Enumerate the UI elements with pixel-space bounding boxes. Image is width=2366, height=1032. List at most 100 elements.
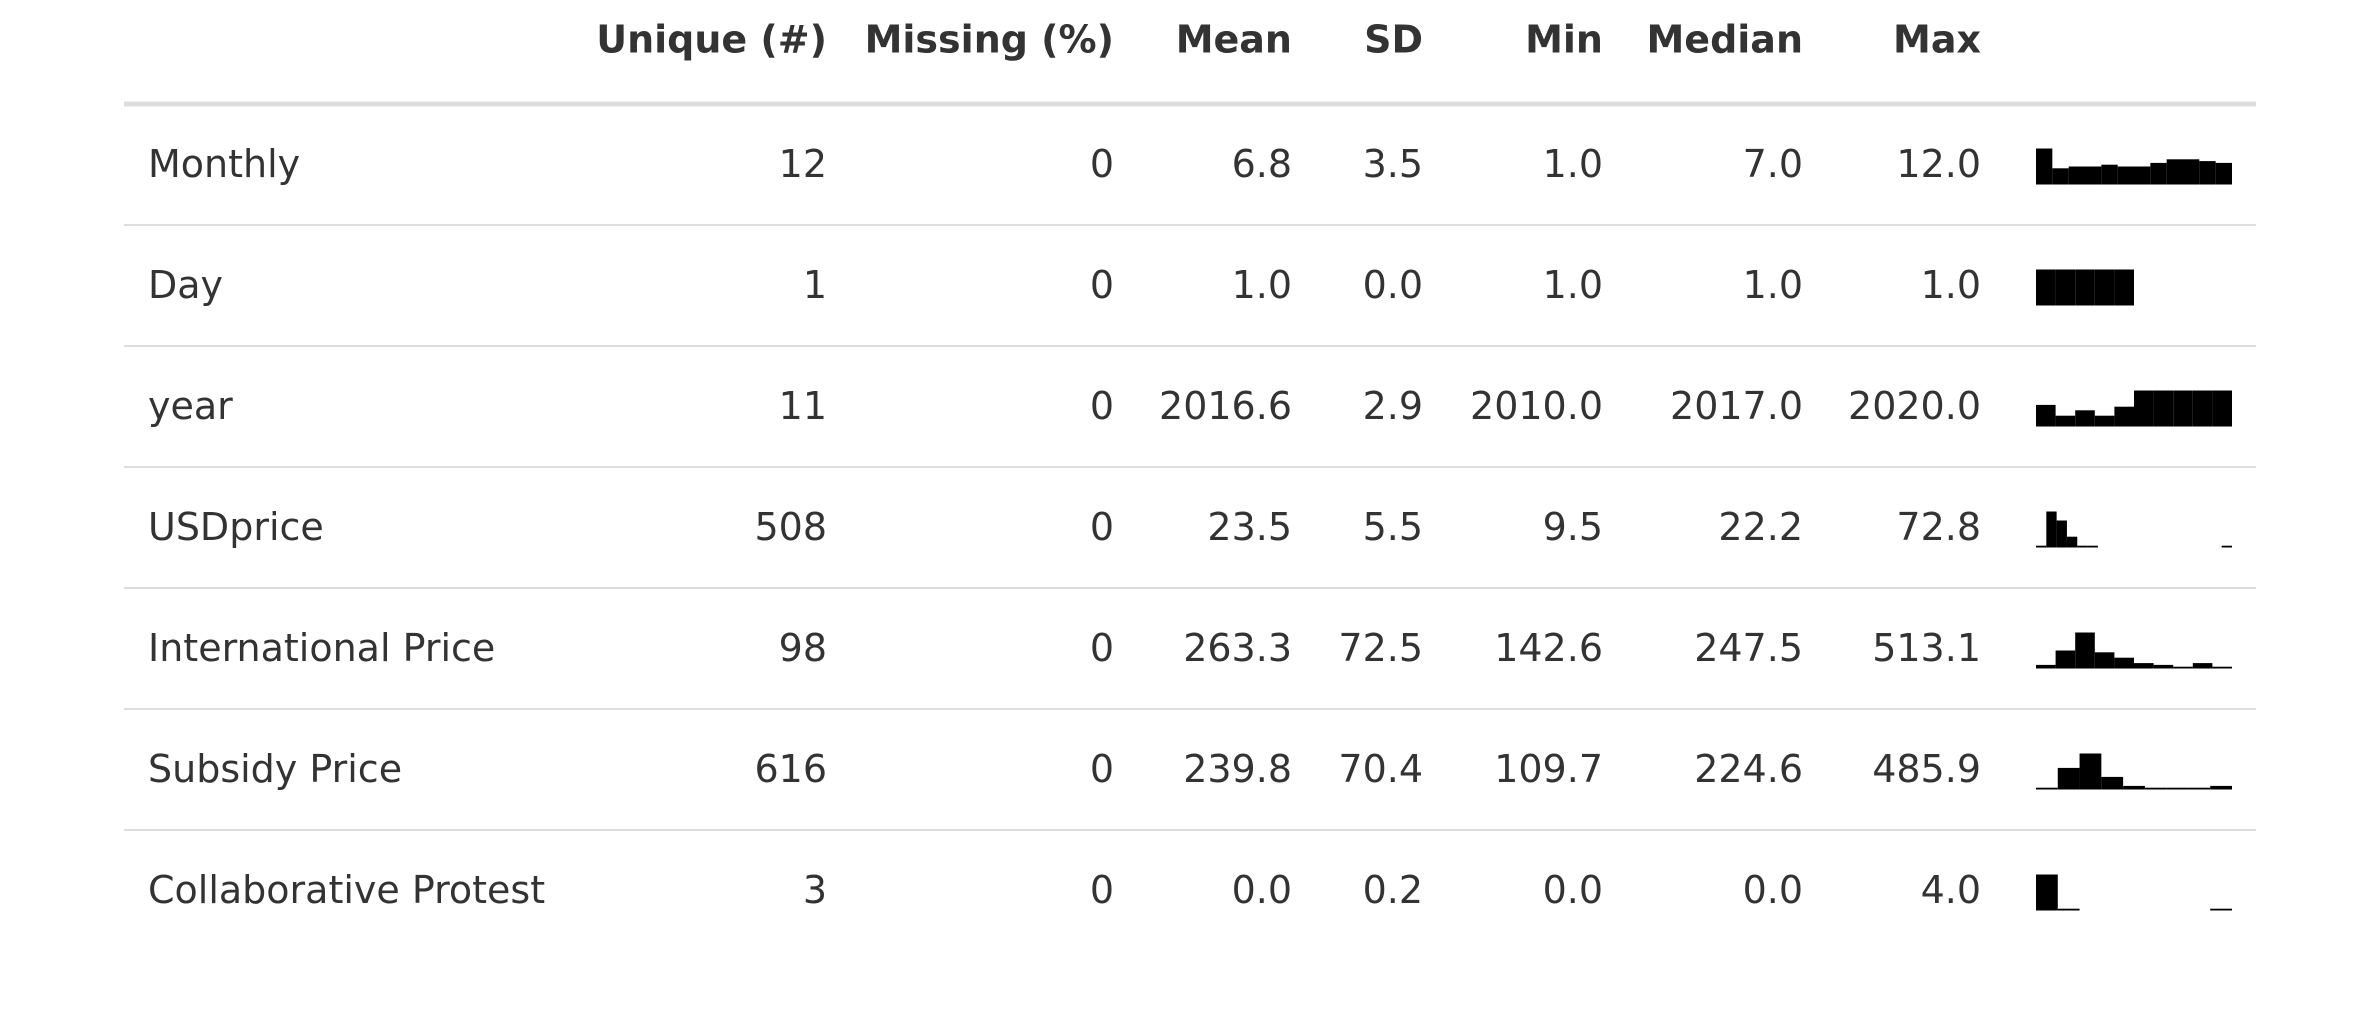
cell: 263.3 [1183,626,1292,670]
histogram-bar [2188,787,2211,790]
histogram-bar [2055,650,2076,669]
column-header: Max [1893,18,1981,62]
histogram-bar [2075,269,2095,306]
histogram-bar [2101,164,2118,185]
cell: 6.8 [1232,142,1292,186]
cell: 0 [1090,263,1114,307]
column-header: Unique (#) [596,18,827,62]
cell: 224.6 [1694,747,1803,791]
cell: 1.0 [1543,263,1603,307]
row-label: year [148,384,233,428]
cell: 0.0 [1363,263,1423,307]
cell: 0.0 [1232,868,1292,912]
histogram-bar [2055,415,2076,427]
histogram-bar [2055,269,2076,306]
histogram-bar [2036,148,2053,185]
histogram-bar [2036,874,2058,911]
histogram-bar [2134,390,2154,427]
cell: 508 [754,505,827,549]
histogram-bar [2094,652,2115,669]
cell: 1.0 [1232,263,1292,307]
histogram-bar [2134,663,2154,669]
histogram-bar [2036,404,2056,427]
histogram-bar [2166,159,2183,185]
histogram-bar [2153,664,2174,669]
histogram-bar [2212,390,2232,427]
column-header: Min [1525,18,1603,62]
cell: 2010.0 [1470,384,1603,428]
row-label: Day [148,263,223,307]
column-header: Median [1646,18,1803,62]
cell: 11 [779,384,827,428]
cell: 0 [1090,747,1114,791]
cell: 485.9 [1872,747,1981,791]
cell: 12 [779,142,827,186]
cell: 513.1 [1872,626,1981,670]
histogram-bar [2153,390,2174,427]
cell: 7.0 [1743,142,1803,186]
cell: 23.5 [1207,505,1292,549]
row-label: Collaborative Protest [148,868,545,912]
histogram-bar [2085,166,2102,185]
histogram-bar [2150,162,2167,185]
histogram-bar [2036,664,2056,669]
cell: 3.5 [1363,142,1423,186]
histogram-bar [2212,666,2232,669]
histogram-bar [2066,536,2078,548]
row-label: USDprice [148,505,324,549]
histogram-bar [2056,520,2067,548]
cell: 1.0 [1543,142,1603,186]
histogram-bar [2077,545,2088,548]
histogram-bar [2199,161,2216,185]
histogram-bar [2173,666,2193,669]
cell: 5.5 [1363,505,1423,549]
row-label: International Price [148,626,495,670]
histogram-bar [2101,776,2124,790]
histogram-bar [2094,269,2115,306]
cell: 3 [803,868,827,912]
cell: 0.0 [1743,868,1803,912]
histogram-bar [2117,166,2134,185]
histogram-bar [2123,785,2145,790]
histogram-bar [2052,168,2069,185]
cell: 22.2 [1718,505,1803,549]
cell: 0 [1090,626,1114,670]
row-label: Subsidy Price [148,747,402,791]
histogram-bar [2079,753,2102,790]
histogram-bar [2057,767,2080,790]
histogram-bar [2036,787,2058,790]
histogram-bar [2166,787,2189,790]
cell: 1 [803,263,827,307]
histogram-bar [2183,159,2200,185]
histogram-bar [2094,415,2115,427]
histogram-bar [2075,410,2095,427]
cell: 247.5 [1694,626,1803,670]
histogram-bar [2192,663,2213,669]
cell: 0 [1090,384,1114,428]
cell: 2.9 [1363,384,1423,428]
cell: 4.0 [1921,868,1981,912]
histogram-bar [2068,166,2085,185]
histogram-bar [2210,785,2232,790]
histogram-bar [2221,545,2232,548]
column-header: Missing (%) [865,18,1114,62]
cell: 2016.6 [1159,384,1292,428]
histogram-bar [2075,632,2095,669]
cell: 0 [1090,142,1114,186]
cell: 1.0 [1921,263,1981,307]
cell: 98 [779,626,827,670]
cell: 0 [1090,505,1114,549]
cell: 70.4 [1338,747,1423,791]
cell: 0 [1090,868,1114,912]
cell: 109.7 [1494,747,1603,791]
histogram-bar [2046,511,2057,548]
histogram-bar [2036,269,2056,306]
column-header: SD [1364,18,1423,62]
cell: 12.0 [1896,142,1981,186]
cell: 72.8 [1896,505,1981,549]
cell: 616 [754,747,827,791]
cell: 0.0 [1543,868,1603,912]
histogram-bar [2144,787,2167,790]
histogram-bar [2192,390,2213,427]
